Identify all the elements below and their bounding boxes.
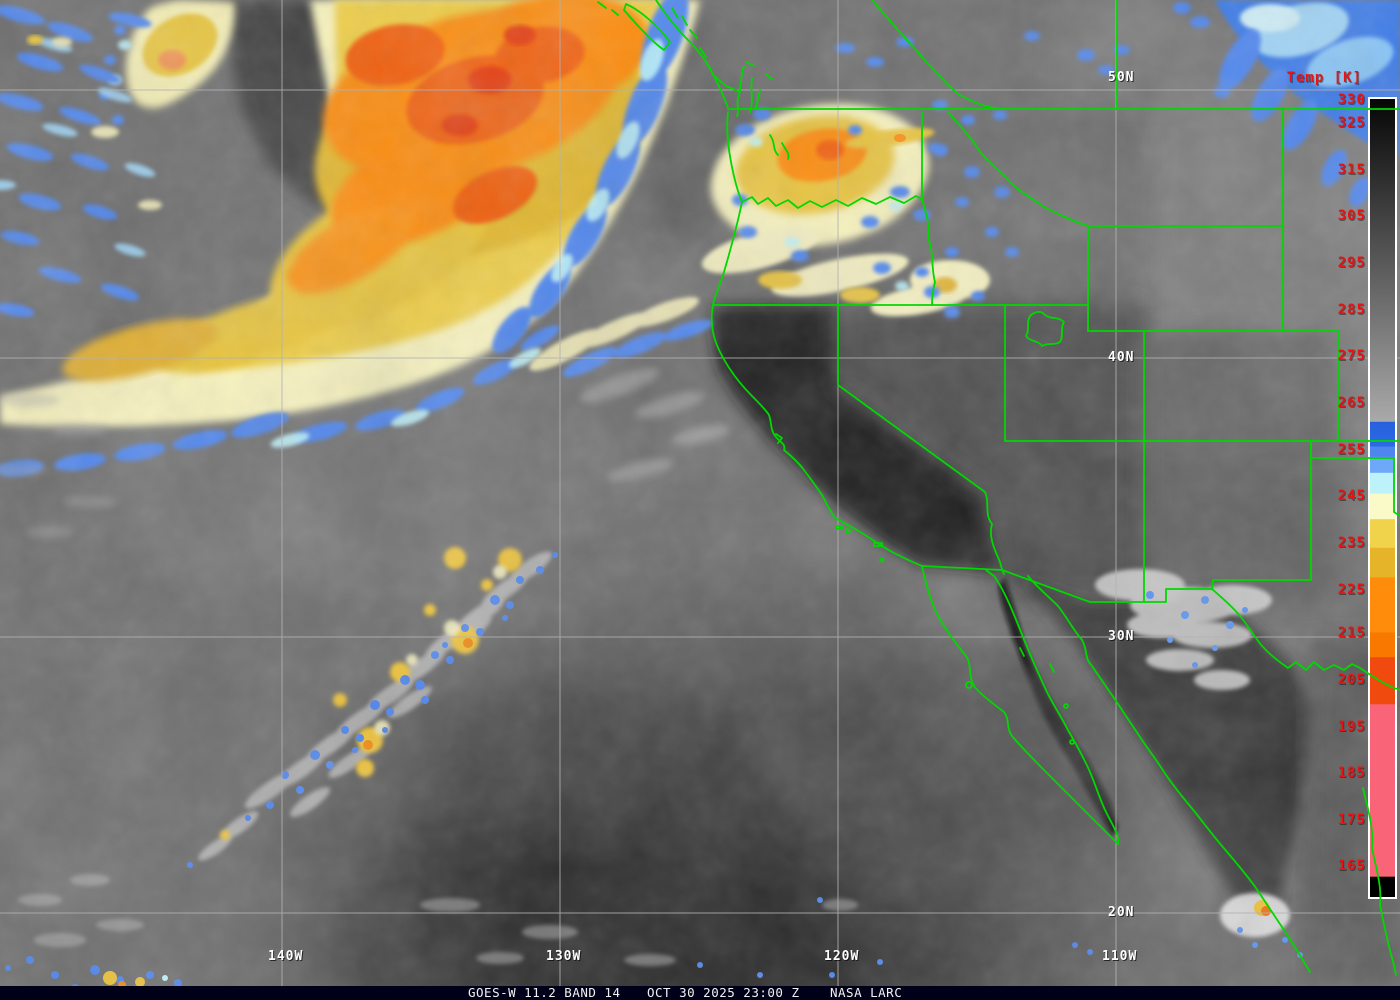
latitude-label: 40N <box>1108 350 1135 365</box>
gulf-islands <box>1019 647 1075 745</box>
colorbar-tick: 285 <box>1337 302 1366 318</box>
colorbar-tick: 235 <box>1337 535 1366 551</box>
colorbar-tick: 245 <box>1337 488 1366 504</box>
california-coastline <box>710 201 923 567</box>
colorbar-tick: 205 <box>1337 672 1366 688</box>
us-mexico-border <box>921 565 1213 603</box>
bc-alberta-border <box>871 0 1003 110</box>
longitude-label: 130W <box>546 949 582 964</box>
colorbar-tick: 295 <box>1337 255 1366 271</box>
mexico-interior-line <box>1362 787 1397 976</box>
new-mexico-texas-border <box>1211 440 1312 590</box>
colorbar-tick: 330 <box>1337 92 1366 108</box>
colorbar-tick: 265 <box>1337 395 1366 411</box>
map-borders-overlay <box>597 0 1400 976</box>
colorbar-tick: 185 <box>1337 765 1366 781</box>
longitude-label: 120W <box>824 949 860 964</box>
cedros-island <box>965 681 973 689</box>
timestamp-label: OCT 30 2025 23:00 Z <box>647 985 800 1000</box>
colorbar-tick: 165 <box>1337 858 1366 874</box>
colorbar-title: Temp [K] <box>1286 70 1362 86</box>
status-bar: GOES-W 11.2 BAND 14 OCT 30 2025 23:00 Z … <box>0 986 1400 1000</box>
channel-islands <box>835 525 885 563</box>
washington-coast <box>726 111 743 203</box>
colorbar-tick: 225 <box>1337 582 1366 598</box>
baja-california-outline <box>921 565 1120 845</box>
columbia-river-border <box>741 195 923 209</box>
yellowstone-boundary <box>1025 310 1065 347</box>
latitude-label: 50N <box>1108 70 1135 85</box>
idaho-montana-border <box>947 111 1089 227</box>
colorbar-tick: 195 <box>1337 719 1366 735</box>
product-label: GOES-W 11.2 BAND 14 <box>468 985 621 1000</box>
colorbar-tick: 255 <box>1337 442 1366 458</box>
canada-coastline <box>623 3 671 51</box>
colorbar-tick: 325 <box>1337 115 1366 131</box>
latitude-label: 30N <box>1108 629 1135 644</box>
colorbar <box>1368 97 1397 899</box>
puget-sound <box>711 61 773 117</box>
oregon-idaho-border <box>921 198 936 306</box>
longitude-label: 140W <box>268 949 304 964</box>
colorbar-tick: 215 <box>1337 625 1366 641</box>
colorbar-tick: 315 <box>1337 162 1366 178</box>
colorbar-tick: 275 <box>1337 348 1366 364</box>
credit-label: NASA LARC <box>830 985 903 1000</box>
colorbar-tick: 305 <box>1337 208 1366 224</box>
longitude-label: 110W <box>1102 949 1138 964</box>
latitude-label: 20N <box>1108 905 1135 920</box>
mexico-mainland-coast <box>1027 575 1311 973</box>
colorbar-tick: 175 <box>1337 812 1366 828</box>
rio-grande-border <box>1211 588 1400 691</box>
